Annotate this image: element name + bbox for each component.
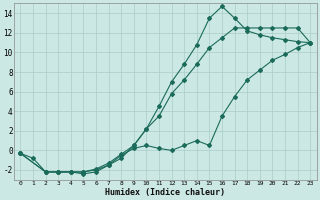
X-axis label: Humidex (Indice chaleur): Humidex (Indice chaleur) — [105, 188, 225, 197]
